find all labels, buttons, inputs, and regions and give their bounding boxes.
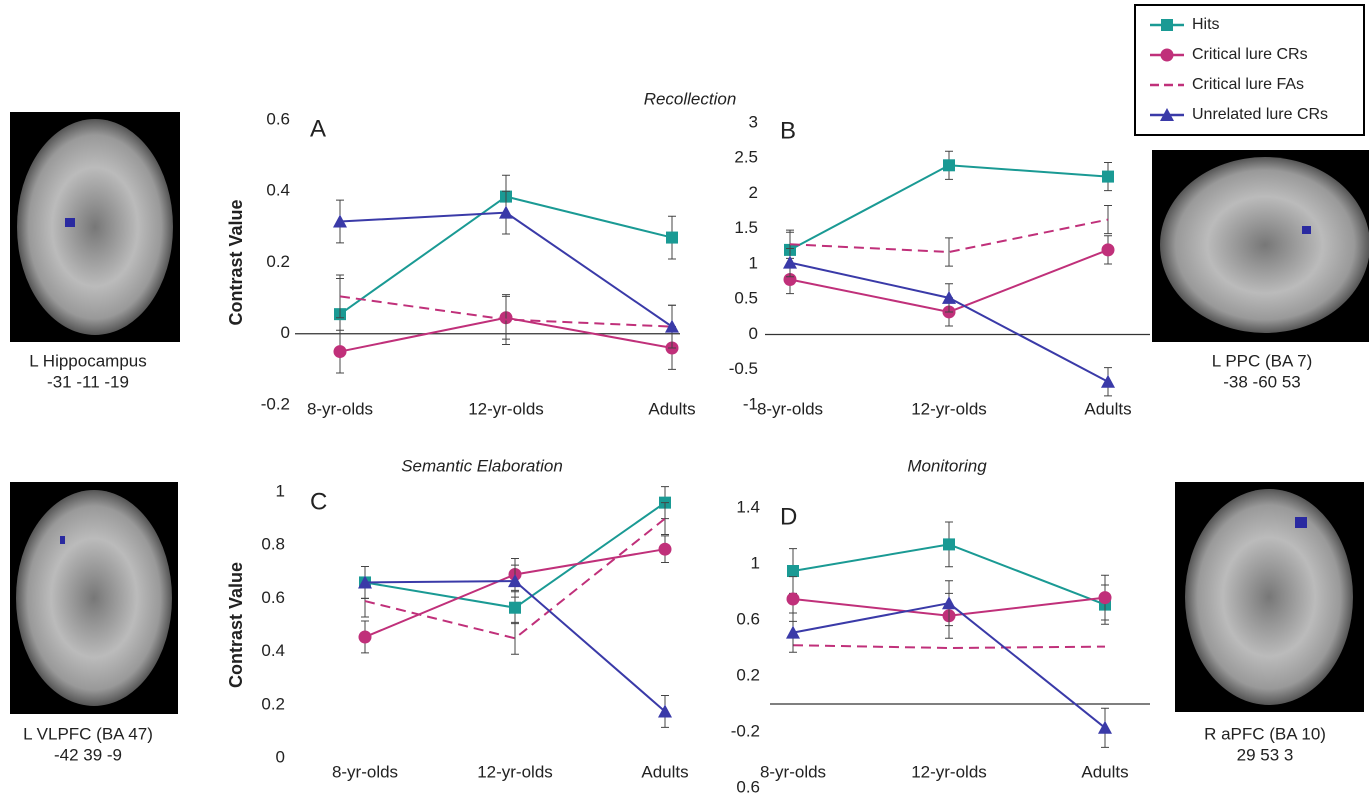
y-tick-label: 2.5 (734, 148, 758, 167)
y-tick-label: 2 (749, 183, 758, 202)
y-tick-label: 1.4 (736, 497, 760, 516)
legend-label: Hits (1192, 16, 1220, 33)
y-tick-label: 3 (749, 112, 758, 131)
y-tick-label: 0.2 (266, 252, 290, 271)
x-tick-label: 8-yr-olds (757, 399, 823, 418)
marker (783, 256, 797, 269)
region-coords: 29 53 3 (1237, 745, 1294, 764)
marker (666, 232, 678, 244)
figure-title: Monitoring (907, 456, 987, 475)
x-tick-label: 12-yr-olds (911, 762, 987, 781)
region-label: L VLPFC (BA 47) (23, 724, 153, 743)
marker (943, 159, 955, 171)
y-tick-label: 0.8 (261, 535, 285, 554)
x-tick-label: 12-yr-olds (911, 399, 987, 418)
x-tick-label: 12-yr-olds (468, 399, 544, 418)
x-tick-label: Adults (1081, 762, 1128, 781)
marker (1101, 375, 1115, 388)
y-tick-label: 0 (281, 323, 290, 342)
y-tick-label: 0.6 (736, 609, 760, 628)
y-tick-label: 0 (749, 324, 758, 343)
brain-image (10, 112, 180, 342)
x-tick-label: 8-yr-olds (760, 762, 826, 781)
region-label: L PPC (BA 7) (1212, 351, 1312, 370)
x-tick-label: 12-yr-olds (477, 762, 553, 781)
y-axis-label: Contrast Value (226, 562, 246, 688)
region-coords: -31 -11 -19 (47, 372, 129, 391)
y-tick-label: -0.2 (731, 721, 760, 740)
y-tick-label: 0.2 (261, 694, 285, 713)
legend-marker (1161, 19, 1173, 31)
y-tick-label: 1 (751, 553, 760, 572)
y-tick-label: 0.4 (261, 641, 285, 660)
y-tick-label: 1.5 (734, 218, 758, 237)
region-label: R aPFC (BA 10) (1204, 724, 1326, 743)
x-tick-label: 8-yr-olds (307, 399, 373, 418)
panel-letter: C (310, 488, 327, 515)
y-tick-label: 0.6 (736, 777, 760, 796)
brain-image (1152, 150, 1369, 342)
y-tick-label: 0.6 (261, 588, 285, 607)
x-tick-label: Adults (641, 762, 688, 781)
y-tick-label: -0.5 (729, 359, 758, 378)
legend-label: Critical lure CRs (1192, 46, 1308, 63)
region-coords: -38 -60 53 (1223, 372, 1301, 391)
marker (509, 602, 521, 614)
error-bar (1104, 205, 1112, 233)
x-tick-label: Adults (1084, 399, 1131, 418)
marker (787, 565, 799, 577)
marker (943, 538, 955, 550)
marker (334, 345, 347, 358)
y-tick-label: 0 (276, 747, 285, 766)
brain-image (1175, 482, 1364, 712)
region-coords: -42 39 -9 (54, 745, 122, 764)
region-label: L Hippocampus (29, 351, 147, 370)
figure-title: Semantic Elaboration (401, 456, 563, 475)
panel-letter: D (780, 503, 797, 530)
y-tick-label: 0.5 (734, 289, 758, 308)
marker (1102, 243, 1115, 256)
figure: Recollection Semantic Elaboration Monito… (0, 0, 1369, 800)
legend-label: Critical lure FAs (1192, 76, 1304, 93)
marker (359, 630, 372, 643)
y-tick-label: -1 (743, 394, 758, 413)
y-tick-label: 1 (749, 253, 758, 272)
marker (1099, 591, 1112, 604)
y-tick-label: -0.2 (261, 394, 290, 413)
y-tick-label: 0.6 (266, 109, 290, 128)
brain-image (10, 482, 178, 714)
panel-letter: B (780, 117, 796, 144)
marker (942, 596, 956, 609)
marker (659, 543, 672, 556)
panel-letter: A (310, 115, 326, 142)
figure-title: Recollection (644, 89, 737, 108)
y-axis-label: Contrast Value (226, 199, 246, 325)
x-tick-label: 8-yr-olds (332, 762, 398, 781)
series-line (793, 645, 1105, 648)
y-tick-label: 0.4 (266, 181, 290, 200)
marker (1102, 171, 1114, 183)
marker (787, 593, 800, 606)
legend-label: Unrelated lure CRs (1192, 106, 1328, 123)
y-tick-label: 0.2 (736, 665, 760, 684)
x-tick-label: Adults (648, 399, 695, 418)
legend-marker (1161, 49, 1174, 62)
y-tick-label: 1 (276, 481, 285, 500)
